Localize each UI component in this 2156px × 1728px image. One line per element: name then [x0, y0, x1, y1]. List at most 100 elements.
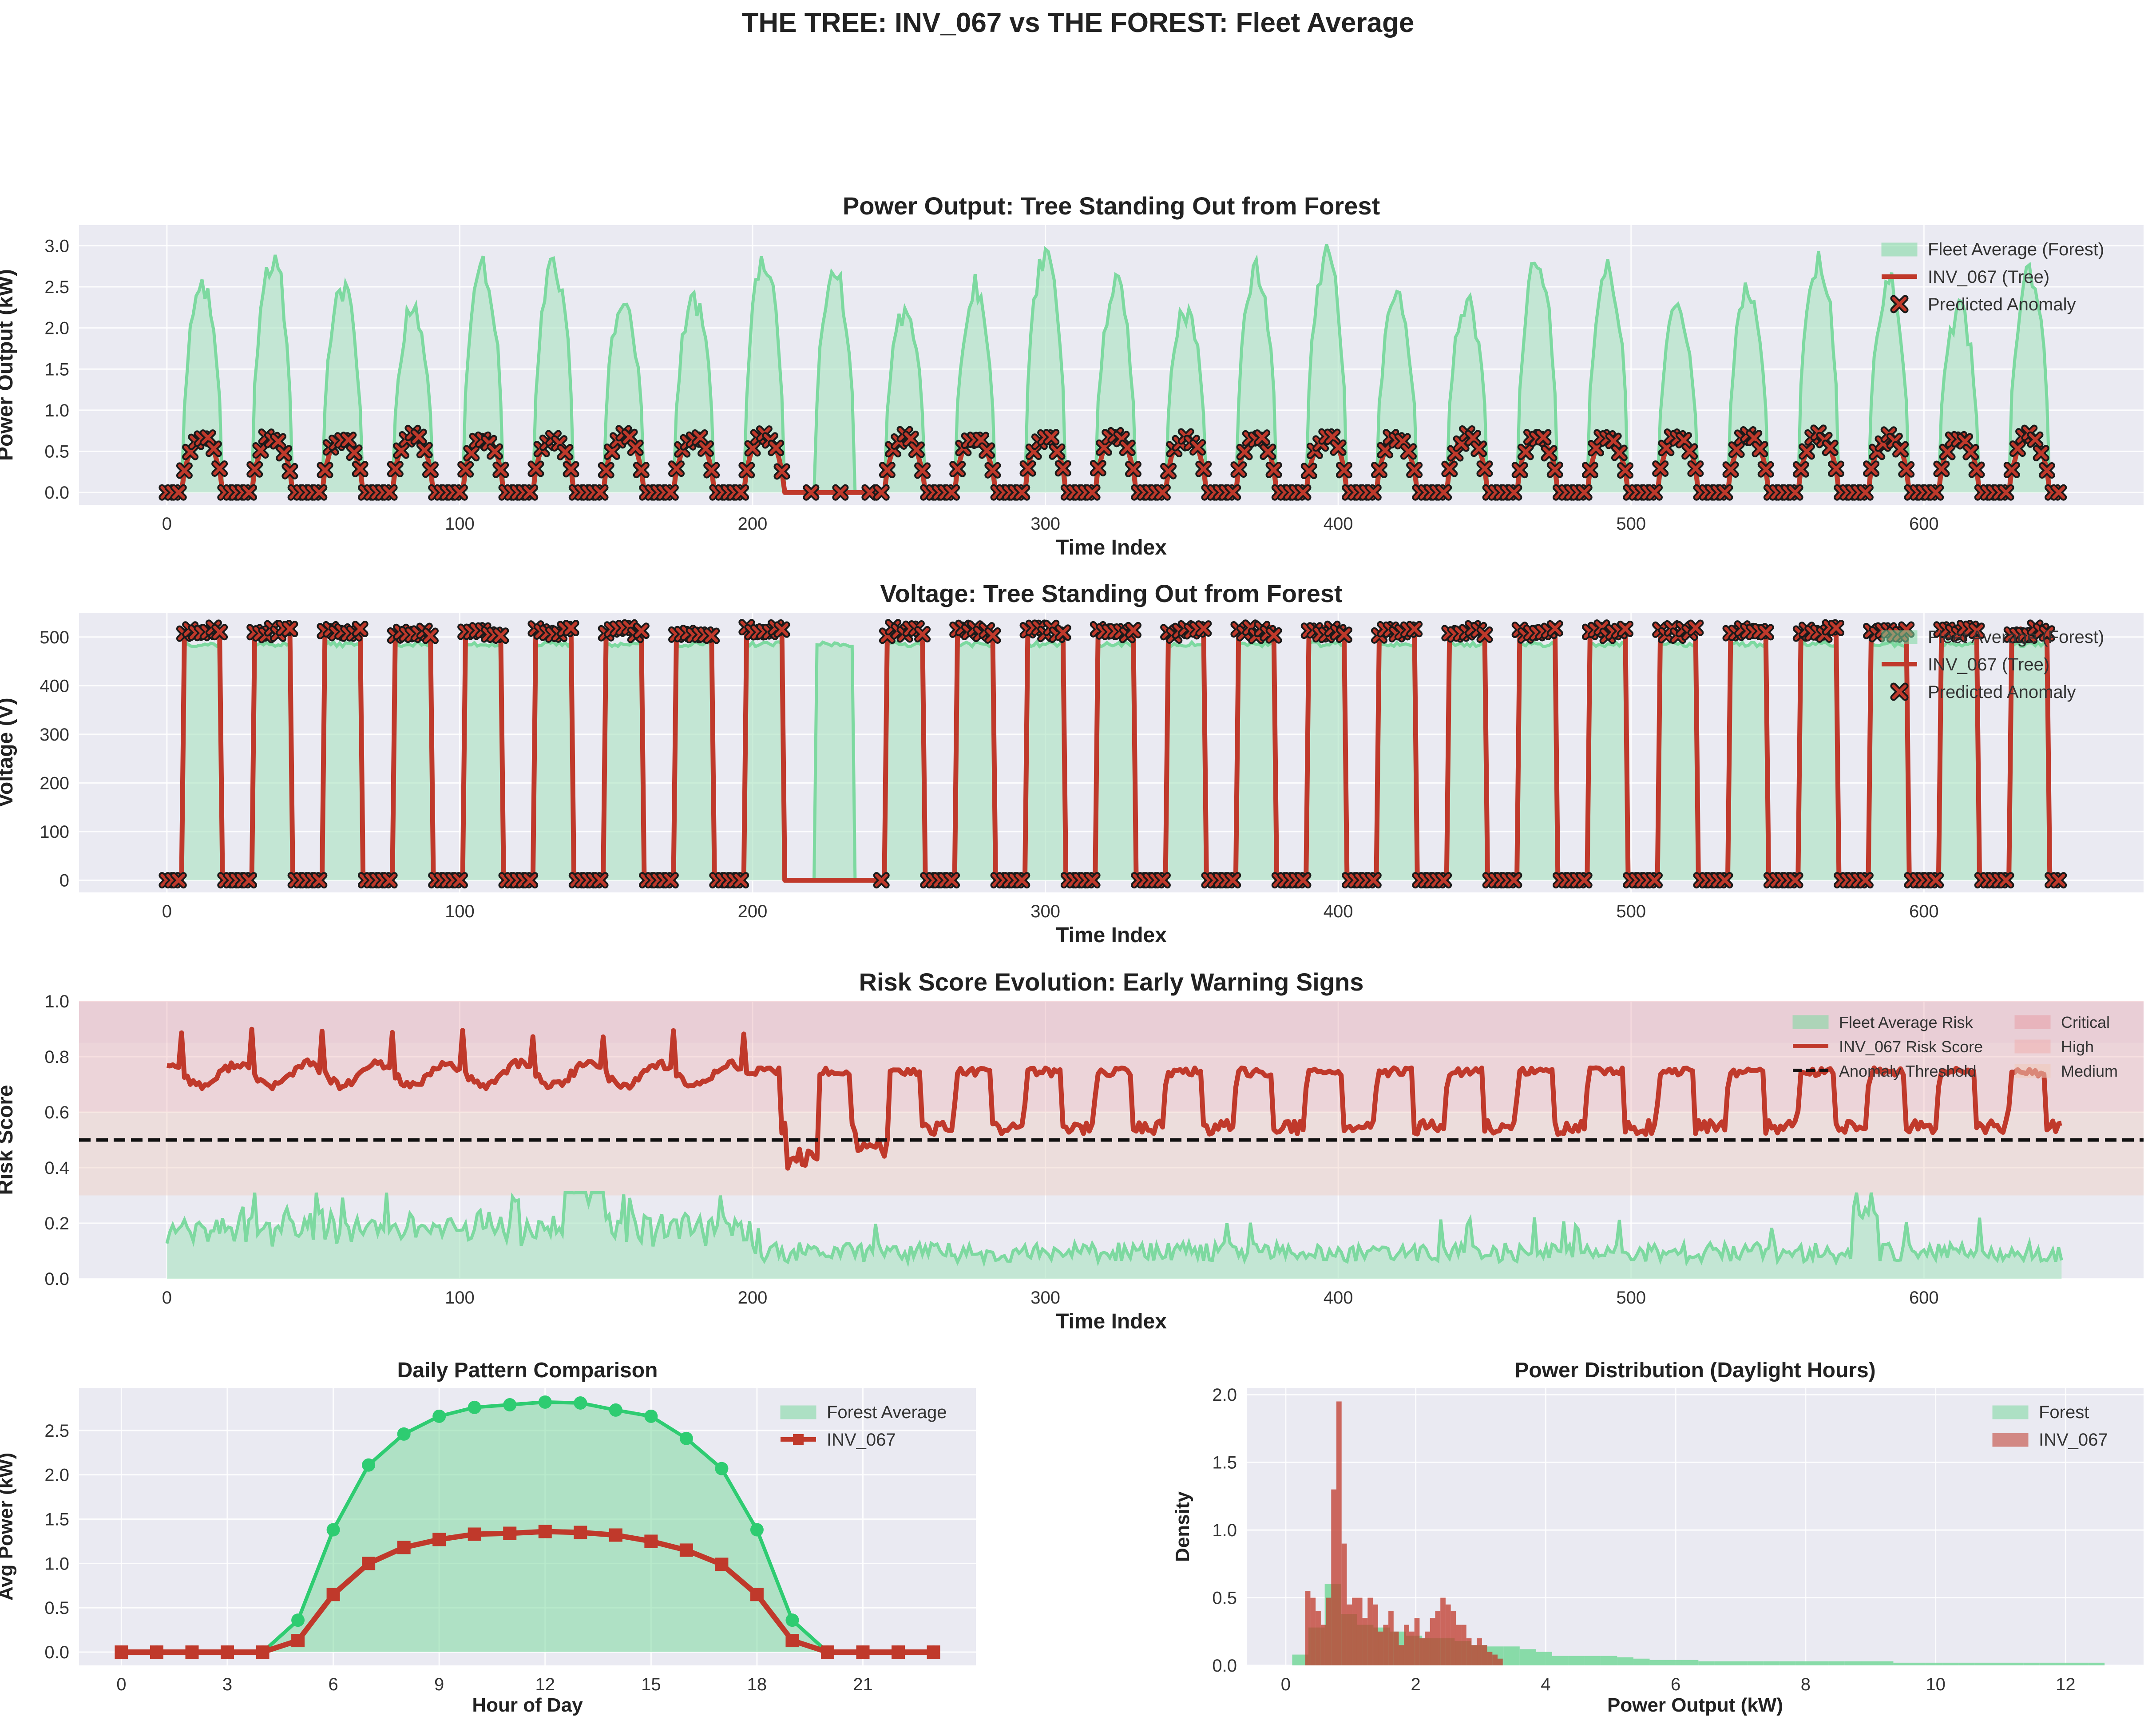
anomaly-marker [1337, 628, 1351, 642]
anomaly-marker [529, 462, 543, 476]
anomaly-marker [1507, 486, 1521, 499]
forest-average-point [538, 1395, 552, 1409]
inv-067-histogram-bar [1404, 1625, 1409, 1665]
forest-histogram-bar [1731, 1661, 1748, 1665]
inv-067-histogram-bar [1451, 1611, 1456, 1665]
forest-histogram-bar [1633, 1658, 1650, 1665]
forest-histogram-bar [2088, 1662, 2105, 1665]
anomaly-marker [313, 874, 326, 887]
anomaly-marker [664, 874, 677, 887]
legend-forest-average-label: Forest Average [827, 1403, 947, 1422]
anomaly-marker [916, 628, 929, 641]
anomaly-marker [1267, 463, 1280, 476]
anomaly-marker [1191, 441, 1205, 454]
power-output-chart: 0 100 200 300 400 500 600 0.0 0.5 1.0 1.5 2.0 2.5 3.0… [0, 192, 2144, 559]
anomaly-marker [670, 462, 683, 476]
anomaly-marker [1689, 462, 1702, 476]
anomaly-marker [1197, 462, 1210, 476]
anomaly-marker [1015, 486, 1029, 499]
y-tick-label: 0.2 [44, 1214, 69, 1233]
anomaly-marker [594, 874, 607, 887]
x-tick-label: 12 [535, 1675, 555, 1694]
x-tick-label: 500 [1616, 902, 1646, 921]
inv-067-point [750, 1588, 764, 1601]
anomaly-marker [348, 446, 361, 460]
anomaly-marker [1267, 629, 1280, 642]
y-tick-label: 300 [40, 725, 69, 745]
anomaly-marker [623, 430, 636, 444]
anomaly-marker [1619, 464, 1632, 477]
inv-067-histogram-bar [1414, 1618, 1420, 1665]
anomaly-marker [277, 447, 291, 460]
y-tick-label: 2.5 [44, 1421, 69, 1441]
x-tick-label: 100 [445, 514, 475, 534]
forest-histogram-bar [1552, 1656, 1569, 1665]
inv-067-point [150, 1645, 163, 1659]
x-axis-label: Time Index [1056, 1310, 1167, 1333]
y-tick-label: 0.4 [44, 1158, 69, 1178]
anomaly-marker [559, 445, 572, 459]
anomaly-marker [1648, 874, 1661, 887]
anomaly-marker [945, 486, 959, 499]
anomaly-marker [353, 462, 367, 476]
anomaly-marker [248, 463, 262, 476]
anomaly-marker [1648, 486, 1661, 499]
inv-067-histogram-bar [1357, 1597, 1363, 1665]
inv-067-histogram-bar [1316, 1611, 1321, 1665]
inv-067-histogram-bar [1320, 1625, 1326, 1665]
anomaly-marker [1021, 462, 1034, 475]
anomaly-marker [1226, 874, 1240, 887]
anomaly-marker [1730, 443, 1743, 456]
x-tick-label: 3 [222, 1675, 232, 1694]
inv-067-point [609, 1528, 622, 1542]
forest-risk-area [166, 1193, 2062, 1279]
anomaly-marker [1619, 622, 1632, 635]
anomaly-marker [1121, 441, 1134, 455]
inv-067-histogram-bar [1393, 1631, 1399, 1665]
anomaly-marker [465, 447, 478, 460]
anomaly-marker [1929, 486, 1942, 499]
y-axis-label: Risk Score [0, 1085, 17, 1195]
anomaly-marker [1929, 874, 1942, 887]
legend-medium-label: Medium [2061, 1062, 2118, 1080]
anomaly-marker [1548, 622, 1562, 635]
x-tick-label: 200 [738, 514, 768, 534]
x-axis-label: Power Output (kW) [1607, 1694, 1783, 1716]
legend-anomaly-swatch [1892, 684, 1907, 699]
forest-histogram-bar [1503, 1646, 1520, 1665]
anomaly-marker [1126, 623, 1140, 637]
anomaly-marker [1478, 628, 1491, 642]
anomaly-marker [594, 486, 607, 499]
x-tick-label: 600 [1909, 902, 1939, 921]
anomaly-marker [1753, 443, 1767, 456]
chart-title: Power Output: Tree Standing Out from For… [843, 192, 1380, 220]
legend-medium-swatch [2014, 1064, 2051, 1078]
anomaly-marker [1156, 486, 1169, 499]
y-tick-label: 400 [40, 676, 69, 696]
anomaly-marker [1748, 432, 1761, 445]
inv-067-histogram-bar [1419, 1638, 1425, 1665]
y-tick-label: 0.6 [44, 1103, 69, 1122]
anomaly-marker [1472, 442, 1486, 456]
anomaly-marker [1408, 622, 1421, 636]
anomaly-marker [383, 874, 396, 887]
y-tick-label: 500 [40, 628, 69, 647]
anomaly-marker [1829, 462, 1843, 476]
x-tick-label: 200 [738, 902, 768, 921]
anomaly-marker [634, 464, 648, 477]
inv-067-histogram-bar [1498, 1658, 1503, 1665]
anomaly-marker [734, 874, 748, 887]
anomaly-marker [1941, 445, 1954, 459]
x-tick-label: 18 [747, 1675, 767, 1694]
tree-risk-line [166, 1026, 2062, 1171]
anomaly-marker [494, 629, 507, 642]
anomaly-marker [207, 442, 220, 456]
anomaly-marker [564, 463, 578, 476]
forest-histogram-bar [1779, 1661, 1796, 1665]
anomaly-marker [1935, 462, 1948, 476]
anomaly-marker [1513, 464, 1526, 477]
y-tick-label: 1.0 [44, 992, 69, 1011]
anomaly-marker [1261, 445, 1275, 459]
y-tick-label: 0.0 [44, 1643, 69, 1662]
anomaly-marker [1408, 463, 1421, 476]
